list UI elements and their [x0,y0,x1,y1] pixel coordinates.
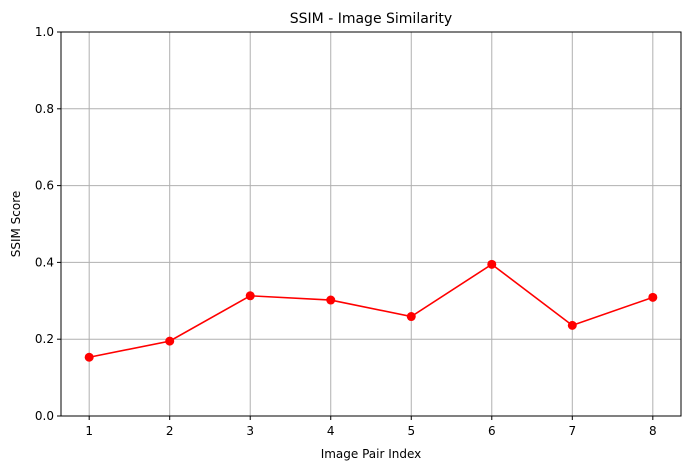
data-point [487,259,497,269]
x-axis-label: Image Pair Index [321,447,422,461]
series-layer [84,259,658,362]
data-point [84,352,94,362]
y-tick-label: 0.0 [35,409,54,423]
y-tick-label: 1.0 [35,25,54,39]
data-point [648,292,658,302]
series-line [89,263,654,359]
data-point [406,312,416,322]
data-point [245,291,255,301]
x-tick-label: 7 [568,424,576,438]
y-tick-label: 0.4 [35,255,54,269]
x-tick-label: 1 [85,424,93,438]
x-tick-label: 6 [488,424,496,438]
data-point [326,295,336,305]
data-point [567,320,577,330]
chart-title: SSIM - Image Similarity [290,11,452,27]
y-axis-label: SSIM Score [9,191,23,258]
y-tick-label: 0.8 [35,102,54,116]
x-tick-label: 5 [407,424,415,438]
grid-layer [61,31,681,417]
ticks-layer: 1 2 3 4 5 6 7 8 0.0 0.2 0.4 0.6 0.8 1.0 [35,25,657,438]
x-tick-label: 4 [327,424,335,438]
x-tick-label: 8 [649,424,657,438]
x-tick-label: 2 [166,424,174,438]
plot-frame [60,31,682,417]
y-tick-label: 0.2 [35,332,54,346]
data-point [165,336,175,346]
y-tick-label: 0.6 [35,179,54,193]
x-tick-label: 3 [246,424,254,438]
